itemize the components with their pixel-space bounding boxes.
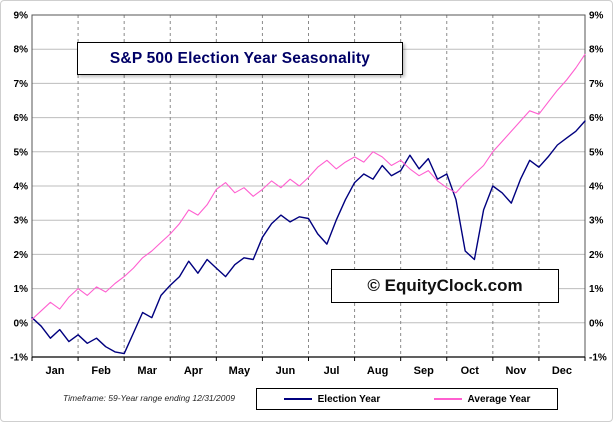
legend: Election Year Average Year	[256, 388, 558, 410]
svg-text:Jan: Jan	[46, 365, 65, 377]
svg-text:Sep: Sep	[414, 365, 434, 377]
watermark-text: © EquityClock.com	[367, 276, 523, 295]
svg-text:2%: 2%	[589, 250, 604, 261]
svg-text:8%: 8%	[589, 45, 604, 56]
svg-text:4%: 4%	[589, 182, 604, 193]
svg-text:1%: 1%	[14, 284, 29, 295]
svg-text:1%: 1%	[589, 284, 604, 295]
svg-text:6%: 6%	[589, 113, 604, 124]
svg-text:Mar: Mar	[137, 365, 157, 377]
svg-text:5%: 5%	[589, 147, 604, 158]
svg-text:Aug: Aug	[367, 365, 388, 377]
svg-text:3%: 3%	[589, 216, 604, 227]
svg-text:3%: 3%	[14, 216, 29, 227]
svg-text:Jun: Jun	[276, 365, 296, 377]
legend-item-average-year: Average Year	[433, 393, 531, 405]
svg-text:Oct: Oct	[461, 365, 480, 377]
svg-text:2%: 2%	[14, 250, 29, 261]
svg-text:4%: 4%	[14, 182, 29, 193]
chart-title: S&P 500 Election Year Seasonality	[109, 49, 371, 67]
chart-title-box: S&P 500 Election Year Seasonality	[77, 42, 403, 75]
svg-text:8%: 8%	[14, 45, 29, 56]
svg-text:6%: 6%	[14, 113, 29, 124]
svg-text:5%: 5%	[14, 147, 29, 158]
average-year-line-swatch	[433, 398, 462, 400]
svg-text:-1%: -1%	[589, 353, 607, 364]
svg-text:9%: 9%	[14, 11, 29, 22]
svg-text:Feb: Feb	[91, 365, 111, 377]
svg-text:0%: 0%	[589, 318, 604, 329]
legend-label-average-year: Average Year	[467, 393, 531, 405]
svg-text:Nov: Nov	[505, 365, 527, 377]
svg-text:Jul: Jul	[324, 365, 340, 377]
svg-text:0%: 0%	[14, 318, 29, 329]
legend-label-election-year: Election Year	[317, 393, 381, 405]
svg-text:7%: 7%	[14, 79, 29, 90]
watermark-box: © EquityClock.com	[331, 269, 559, 303]
svg-text:-1%: -1%	[10, 353, 28, 364]
legend-item-election-year: Election Year	[283, 393, 381, 405]
election-year-line-swatch	[283, 398, 312, 400]
svg-text:Apr: Apr	[184, 365, 204, 377]
svg-text:7%: 7%	[589, 79, 604, 90]
svg-text:Dec: Dec	[552, 365, 572, 377]
svg-text:9%: 9%	[589, 11, 604, 22]
timeframe-note: Timeframe: 59-Year range ending 12/31/20…	[63, 393, 235, 403]
svg-text:May: May	[229, 365, 251, 377]
